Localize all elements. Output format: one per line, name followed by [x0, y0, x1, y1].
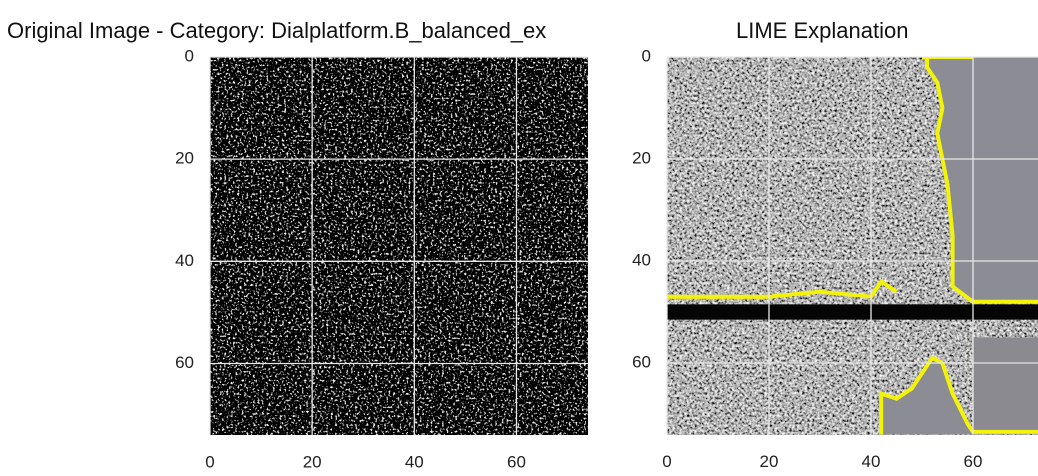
y-tick-label: 0	[642, 46, 651, 65]
x-tick-label: 60	[964, 452, 983, 471]
x-tick-label: 20	[760, 452, 779, 471]
y-tick-label: 20	[175, 149, 194, 168]
x-tick-label: 40	[862, 452, 881, 471]
x-tick-label: 0	[205, 452, 214, 471]
y-tick-label: 60	[175, 353, 194, 372]
chart-title: Original Image - Category: Dialplatform.…	[7, 18, 546, 43]
lime-image	[667, 57, 1038, 435]
y-tick-label: 40	[175, 251, 194, 270]
original-image	[210, 57, 588, 435]
x-tick-label: 20	[303, 452, 322, 471]
y-tick-label: 60	[632, 352, 651, 371]
y-tick-label: 20	[632, 148, 651, 167]
chart-title: LIME Explanation	[736, 18, 908, 43]
y-tick-label: 0	[185, 46, 194, 65]
x-tick-label: 60	[507, 452, 526, 471]
x-tick-label: 40	[405, 452, 424, 471]
y-tick-label: 40	[632, 250, 651, 269]
x-tick-label: 0	[662, 452, 671, 471]
